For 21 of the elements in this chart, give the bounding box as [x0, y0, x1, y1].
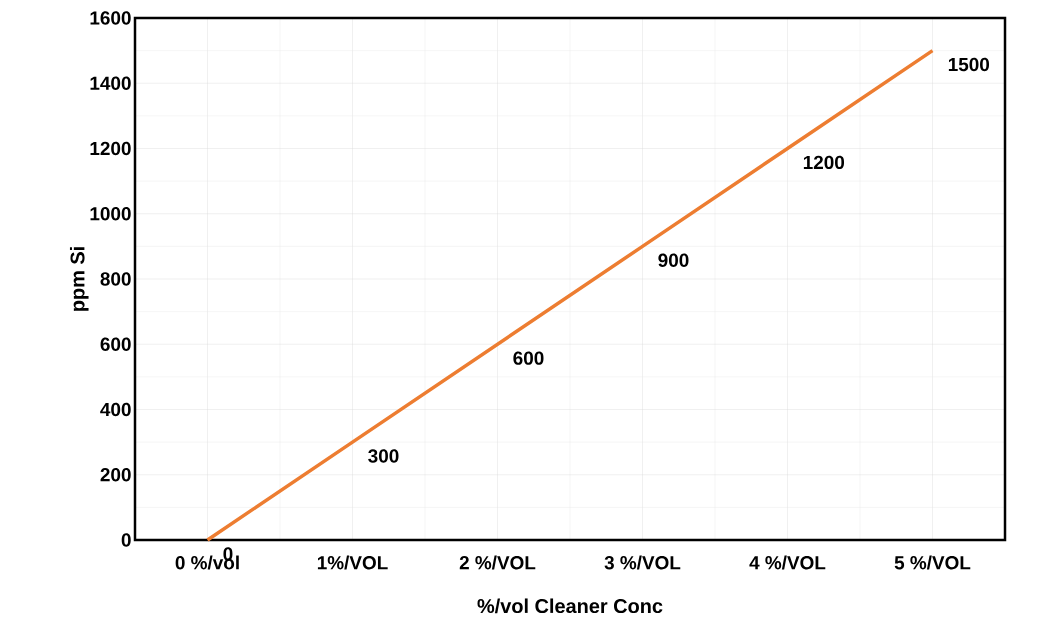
y-tick-label: 200: [100, 468, 131, 482]
y-tick-label: 800: [100, 272, 131, 286]
y-tick-label: 1600: [90, 11, 131, 25]
y-tick-label: 1400: [90, 76, 131, 90]
x-tick-label: 2 %/VOL: [459, 555, 536, 570]
y-tick-label: 1200: [90, 141, 131, 156]
x-axis-title: %/vol Cleaner Conc: [477, 598, 663, 614]
data-label: 1200: [803, 155, 845, 170]
y-tick-label: 0: [121, 533, 131, 547]
data-label: 1500: [948, 57, 990, 72]
x-tick-label: 1%/VOL: [317, 555, 388, 570]
data-label: 600: [513, 351, 544, 365]
data-label: 300: [368, 449, 399, 463]
data-label: 900: [658, 253, 689, 267]
x-tick-label: 3 %/VOL: [604, 555, 681, 570]
x-tick-label: 5 %/VOL: [894, 555, 971, 570]
y-tick-label: 600: [100, 337, 131, 351]
y-tick-label: 1000: [90, 207, 131, 221]
y-tick-label: 400: [100, 402, 131, 417]
y-axis-title: ppm Si: [69, 247, 89, 311]
x-tick-label: 4 %/VOL: [749, 555, 826, 570]
